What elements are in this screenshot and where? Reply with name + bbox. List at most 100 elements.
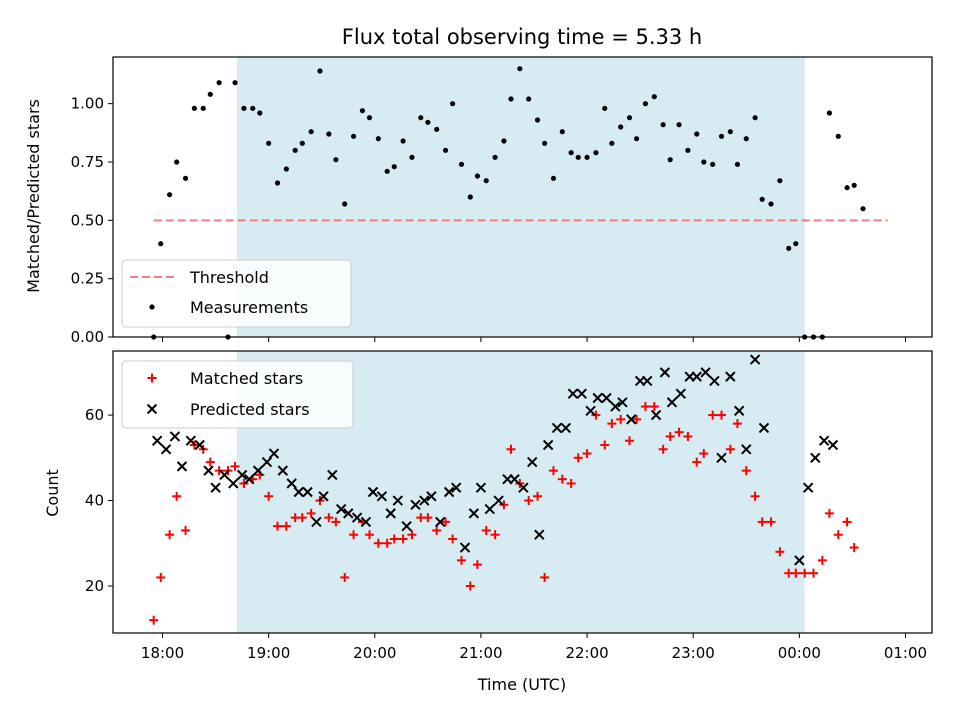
matched-star-point [382, 538, 392, 548]
measurement-point [442, 147, 449, 153]
x-tick-label: 19:00 [247, 644, 290, 662]
predicted-star-marker-b [666, 397, 678, 408]
matched-star-point [331, 517, 341, 527]
measurement-point [207, 91, 213, 97]
matched-star-point [640, 402, 650, 412]
predicted-star-point [160, 444, 172, 455]
matched-star-point [499, 500, 509, 510]
predicted-star-marker-b [277, 465, 289, 476]
predicted-star-point [410, 499, 421, 511]
measurement-point [375, 136, 381, 142]
matched-star-point [725, 444, 735, 454]
measurement-point [342, 201, 348, 207]
predicted-star-point [560, 422, 572, 434]
predicted-star-point [194, 439, 205, 451]
matched-star-point [181, 525, 191, 535]
predicted-star-point [601, 392, 612, 404]
x-tick-label: 18:00 [141, 644, 184, 662]
matched-star-point [566, 478, 576, 488]
predicted-star-point [376, 491, 388, 502]
predicted-star-point [650, 409, 662, 421]
predicted-star-marker-b [401, 520, 412, 532]
measurement-point [642, 101, 649, 107]
matched-star-point [448, 534, 458, 544]
predicted-star-point [666, 397, 678, 408]
predicted-star-marker-b [585, 405, 596, 417]
legend-threshold-label: Threshold [189, 268, 269, 287]
measurement-point [182, 175, 189, 181]
matched-star-point [616, 414, 626, 424]
matched-star-point [540, 572, 550, 582]
predicted-star-point [152, 435, 163, 446]
measurement-point [835, 133, 841, 139]
predicted-star-marker-b [176, 461, 188, 472]
predicted-star-marker-b [236, 469, 248, 481]
predicted-star-point [827, 439, 839, 451]
matched-star-point [791, 568, 801, 578]
predicted-star-point [210, 482, 221, 493]
predicted-star-point [335, 503, 347, 515]
predicted-star-marker-b [802, 482, 814, 493]
measurement-point [752, 115, 758, 121]
predicted-star-point [385, 508, 396, 519]
x-tick-label: 00:00 [778, 644, 821, 662]
measurement-point [860, 206, 866, 212]
measurement-point [602, 105, 608, 111]
measurement-point [400, 138, 406, 144]
matched-star-point [750, 491, 760, 501]
predicted-star-marker-b [419, 495, 430, 506]
matched-star-point [632, 414, 642, 424]
measurement-point [232, 80, 238, 86]
measurement-point [559, 129, 565, 135]
predicted-star-marker-b [318, 491, 329, 502]
bottom-y-tick-label: 20 [85, 577, 104, 595]
matched-star-point [849, 543, 859, 553]
measurement-point [777, 178, 783, 184]
predicted-star-marker-b [534, 529, 545, 540]
x-tick-label: 01:00 [884, 644, 927, 662]
predicted-star-marker-b [385, 508, 396, 519]
predicted-star-marker-b [542, 439, 554, 451]
predicted-star-marker-b [818, 435, 830, 446]
predicted-star-point [509, 473, 520, 485]
measurement-point [685, 147, 691, 153]
measurement-point [308, 129, 314, 135]
predicted-star-point [459, 542, 471, 553]
matched-star-point [205, 457, 215, 467]
predicted-star-marker-b [210, 482, 221, 493]
predicted-star-marker-b [169, 431, 181, 442]
bottom-x-axis: 18:00 19:00 20:00 21:00 22:00 23:00 00:00 01:00 [141, 633, 927, 662]
predicted-star-point [268, 448, 280, 459]
predicted-star-marker-b [360, 516, 372, 528]
bottom-y-tick-label: 60 [85, 406, 104, 424]
predicted-star-marker-b [286, 478, 297, 489]
predicted-star-marker-b [794, 555, 805, 566]
predicted-star-point [318, 491, 329, 502]
predicted-star-point [450, 482, 462, 493]
top-y-tick-label: 0.25 [71, 270, 104, 288]
top-x-axis-ticks [162, 337, 906, 342]
predicted-star-point [691, 371, 702, 382]
measurement-point [474, 173, 480, 179]
top-y-axis-label: Matched/Predicted stars [24, 99, 43, 293]
top-panel: 0.00 0.25 0.50 0.75 1.00 Matched/Predicted s… [24, 56, 933, 346]
measurement-point [418, 115, 424, 121]
predicted-star-marker-b [551, 422, 563, 434]
matched-star-point [582, 449, 592, 459]
predicted-star-point [700, 367, 711, 378]
predicted-star-point [484, 503, 495, 515]
predicted-star-point [610, 401, 621, 412]
matched-star-point [156, 572, 166, 582]
measurement-point [257, 110, 263, 116]
predicted-star-point [243, 473, 255, 485]
measurement-point [317, 68, 323, 74]
legend-box [121, 259, 352, 328]
predicted-star-marker-b [302, 486, 313, 498]
predicted-star-point [302, 486, 313, 498]
measurement-point [759, 196, 765, 202]
measurement-point [618, 124, 624, 130]
measurement-point [651, 94, 657, 100]
predicted-star-marker-b [642, 375, 653, 387]
predicted-star-point [675, 388, 687, 399]
